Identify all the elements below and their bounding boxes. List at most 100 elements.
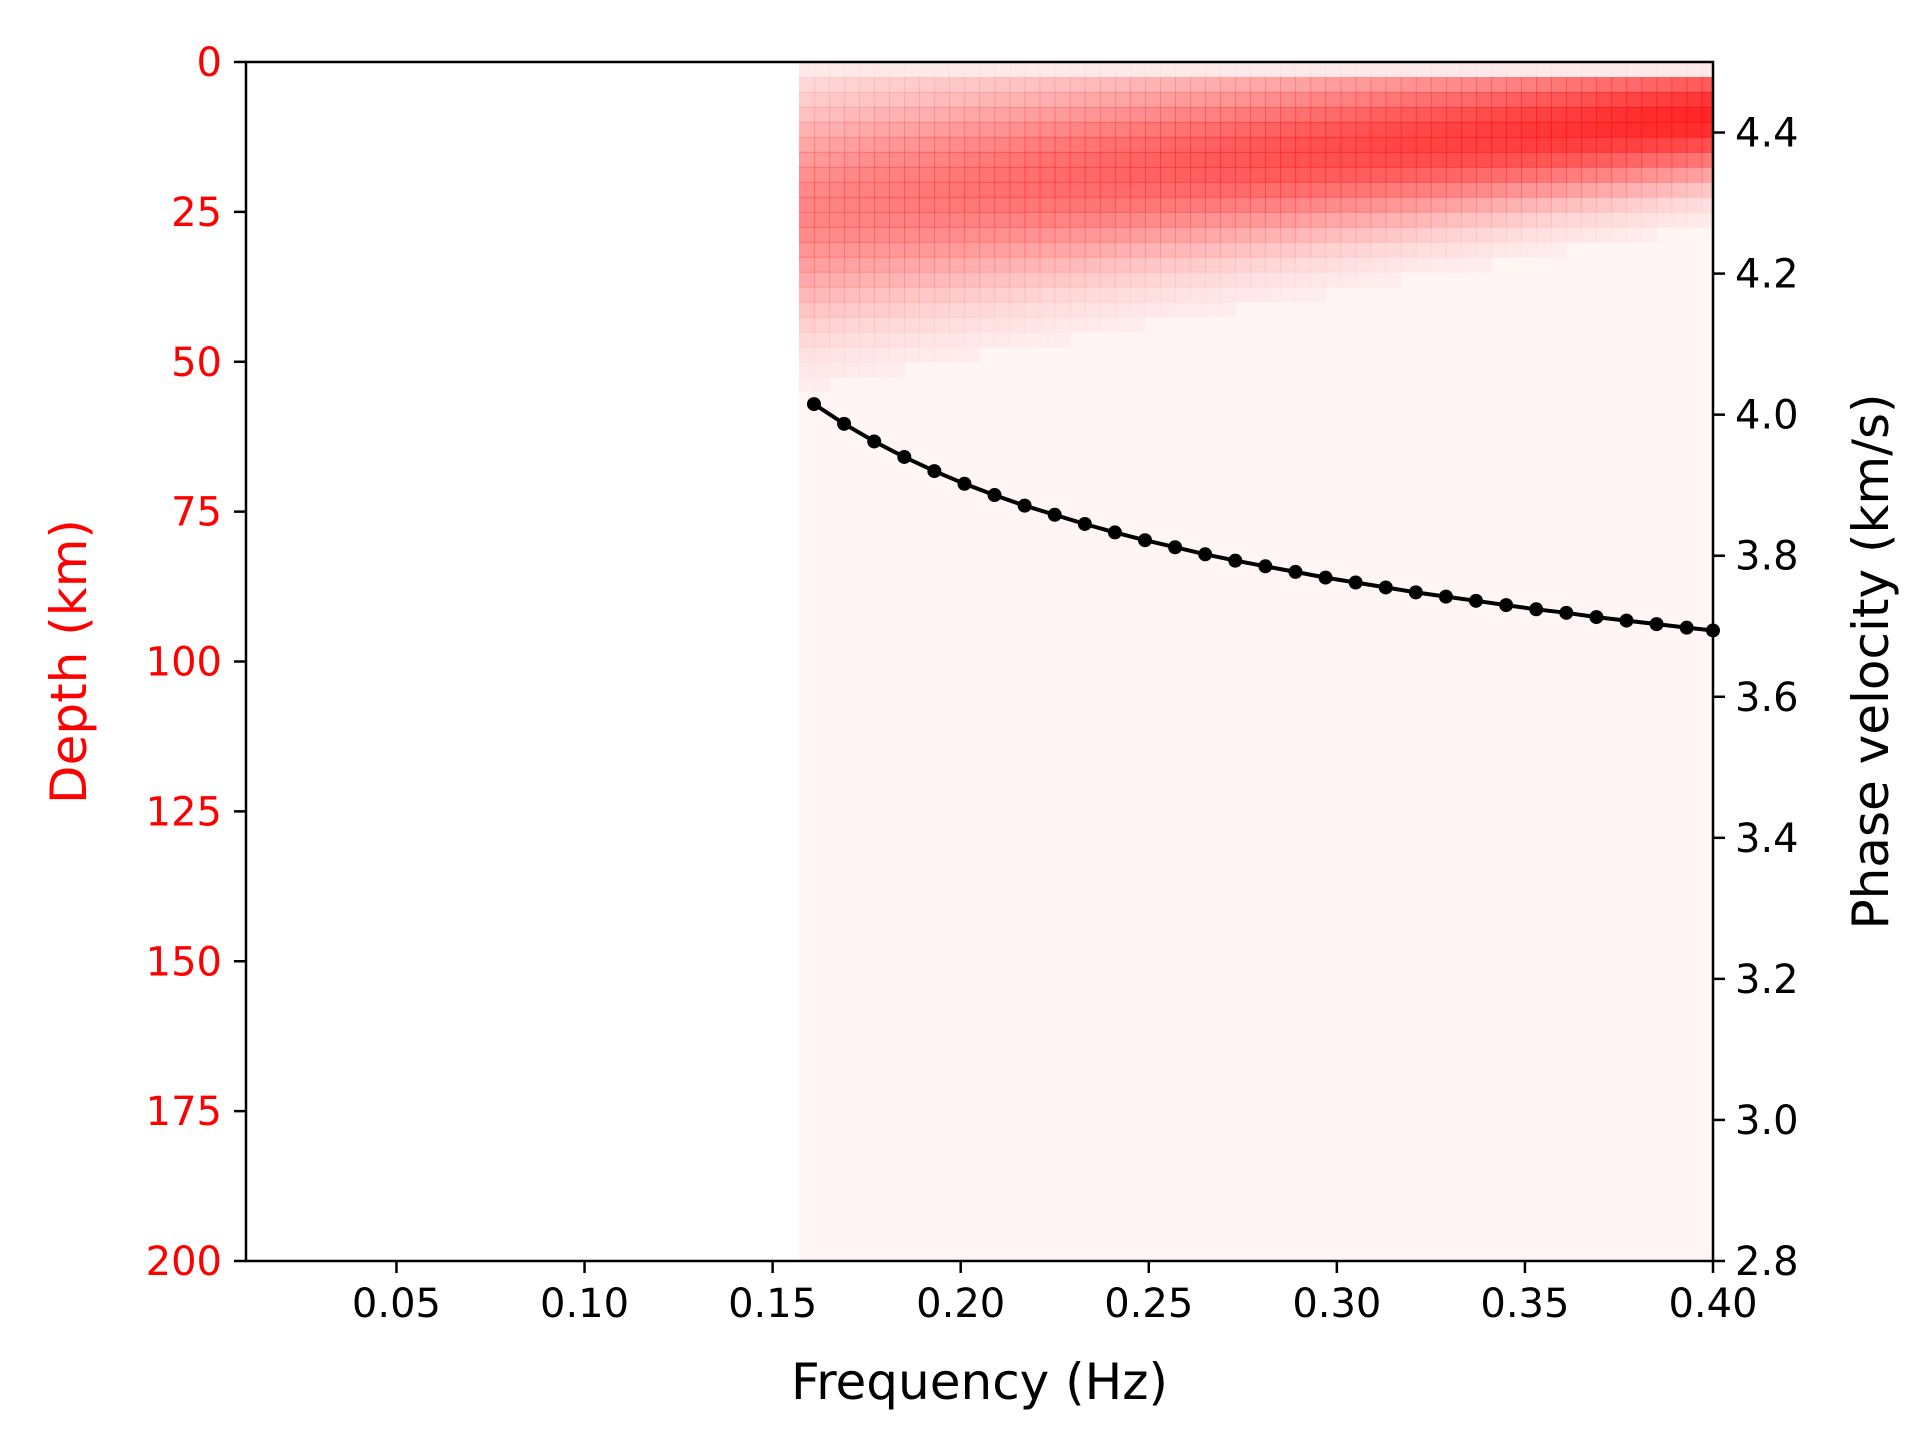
heatmap-cell (964, 286, 981, 303)
heatmap-cell (1129, 211, 1146, 228)
heatmap-cell (1385, 196, 1402, 213)
heatmap-cell (1310, 241, 1327, 258)
heatmap-cell (1205, 271, 1221, 288)
heatmap-cell (1084, 62, 1101, 78)
y-left-tick-label: 100 (146, 640, 222, 686)
heatmap-cell (844, 226, 860, 243)
y-axis-left: 0 25 50 75 100 125 150 175 200 (146, 40, 246, 1285)
heatmap-cell (1310, 256, 1327, 273)
heatmap-cell (1205, 226, 1221, 243)
heatmap-cell (1265, 211, 1282, 228)
heatmap-cell (1566, 121, 1582, 138)
heatmap-cell (1220, 302, 1236, 318)
heatmap-cell (934, 181, 951, 198)
heatmap-cell (1626, 227, 1642, 243)
heatmap-cell (1054, 151, 1071, 168)
heatmap-cell (1686, 211, 1703, 228)
heatmap-cell (1160, 196, 1176, 213)
heatmap-cell (1025, 332, 1041, 348)
heatmap-cell (1099, 76, 1116, 93)
heatmap-cell (1114, 241, 1131, 258)
heatmap-cell (1701, 136, 1714, 153)
heatmap-cell (1430, 62, 1447, 78)
heatmap-cell (874, 62, 890, 78)
heatmap-cell (1460, 136, 1477, 153)
heatmap-cell (844, 331, 860, 348)
heatmap-cell (813, 226, 830, 243)
heatmap-cell (1115, 317, 1131, 333)
heatmap-cell (1626, 121, 1643, 138)
heatmap-cell (1686, 91, 1703, 108)
heatmap-cell (859, 256, 875, 273)
heatmap-cell (1024, 301, 1041, 318)
heatmap-cell (1656, 136, 1673, 153)
heatmap-cell (1445, 226, 1462, 243)
heatmap-cell (889, 76, 905, 93)
heatmap-cell (1175, 121, 1191, 138)
heatmap-cell (813, 121, 830, 138)
heatmap-cell (1460, 151, 1477, 168)
heatmap-cell (1129, 286, 1146, 303)
heatmap-cell (1325, 196, 1342, 213)
heatmap-cell (1460, 76, 1477, 93)
heatmap-cell (1265, 121, 1282, 138)
heatmap-cell (1581, 106, 1597, 123)
heatmap-cell (1205, 302, 1221, 318)
heatmap-cell (859, 181, 875, 198)
heatmap-cell (1280, 181, 1297, 198)
heatmap-cell (1145, 91, 1161, 108)
heatmap-cell (949, 256, 966, 273)
heatmap-cell (1099, 121, 1116, 138)
heatmap-cell (1310, 151, 1327, 168)
heatmap-cell (1626, 181, 1643, 198)
heatmap-cell (874, 316, 890, 333)
heatmap-cell (1596, 91, 1613, 108)
heatmap-cell (874, 256, 890, 273)
curve-point (1318, 570, 1333, 585)
heatmap-cell (1250, 151, 1266, 168)
heatmap-cell (798, 62, 815, 78)
heatmap-cell (829, 241, 845, 258)
heatmap-cell (1265, 62, 1282, 78)
heatmap-cell (949, 62, 966, 78)
curve-point (1348, 575, 1363, 590)
heatmap-cell (919, 271, 935, 288)
heatmap-cell (1506, 91, 1522, 108)
heatmap-cell (934, 136, 951, 153)
heatmap-cell (1220, 76, 1236, 93)
heatmap-cell (1009, 166, 1026, 183)
heatmap-cell (813, 211, 830, 228)
y-right-tick-label: 4.4 (1735, 111, 1799, 157)
heatmap-cell (1205, 91, 1221, 108)
heatmap-cell (844, 136, 860, 153)
heatmap-cell (1069, 151, 1086, 168)
heatmap-cell (979, 301, 996, 318)
heatmap-cell (1310, 196, 1327, 213)
heatmap-cell (874, 181, 890, 198)
heatmap-cell (1325, 151, 1342, 168)
phase-velocity-curve (806, 397, 1720, 638)
heatmap-cell (1099, 241, 1116, 258)
heatmap-cell (1521, 136, 1537, 153)
heatmap-cell (1686, 62, 1703, 78)
heatmap-cell (1190, 196, 1206, 213)
heatmap-cell (1536, 136, 1552, 153)
heatmap-cell (1265, 166, 1282, 183)
heatmap-cell (1686, 196, 1703, 213)
heatmap-cell (1385, 241, 1402, 258)
x-tick-label: 0.05 (352, 1281, 441, 1327)
heatmap-cell (889, 91, 905, 108)
heatmap-cell (829, 76, 845, 93)
heatmap-cell (1521, 166, 1537, 183)
heatmap-cell (964, 62, 981, 78)
heatmap-cell (1295, 76, 1312, 93)
heatmap-cell (919, 121, 935, 138)
heatmap-cell (1250, 241, 1266, 258)
heatmap-cell (1220, 62, 1236, 78)
y-left-tick-label: 25 (171, 190, 222, 236)
heatmap-cell (1250, 181, 1266, 198)
heatmap-cell (1250, 211, 1266, 228)
heatmap-cell (844, 301, 860, 318)
heatmap-cell (889, 346, 905, 363)
heatmap-cell (844, 121, 860, 138)
